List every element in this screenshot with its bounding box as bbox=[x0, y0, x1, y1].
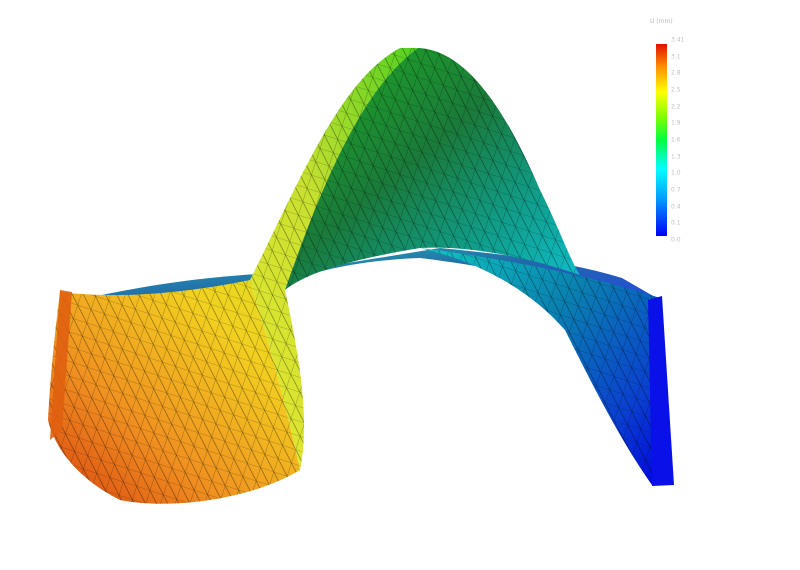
color-legend: U (mm) 3.41 3.1 2.8 2.5 2.2 1.9 1.6 1.3 1.0 0.7 0.… bbox=[640, 18, 700, 244]
legend-tick-label: 1.3 bbox=[671, 153, 681, 161]
peak-mesh bbox=[285, 48, 580, 290]
legend-tick-label: 2.8 bbox=[671, 69, 681, 77]
legend-tick-label: 3.1 bbox=[671, 53, 681, 61]
legend-tick-label: 1.6 bbox=[671, 136, 681, 144]
legend-tick-label: 1.9 bbox=[671, 119, 681, 127]
legend-tick-label: 0.1 bbox=[671, 219, 681, 227]
legend-tick-label: 2.2 bbox=[671, 103, 681, 111]
back-strip bbox=[88, 248, 660, 305]
left-edge-face bbox=[50, 290, 72, 440]
legend-tick-label: 0.4 bbox=[671, 203, 681, 211]
left-wing-mesh bbox=[48, 280, 300, 504]
legend-tick-label: 0.0 bbox=[671, 236, 681, 244]
ridge-front-mesh bbox=[250, 48, 418, 470]
legend-tick-label: 1.0 bbox=[671, 169, 681, 177]
legend-tick-label: 0.7 bbox=[671, 186, 681, 194]
legend-tick-label: 3.41 bbox=[671, 36, 685, 44]
legend-title: U (mm) bbox=[650, 18, 673, 25]
legend-color-bar bbox=[656, 44, 667, 236]
right-edge-face bbox=[648, 296, 674, 486]
right-wing-mesh bbox=[420, 248, 672, 485]
legend-tick-label: 2.5 bbox=[671, 86, 681, 94]
